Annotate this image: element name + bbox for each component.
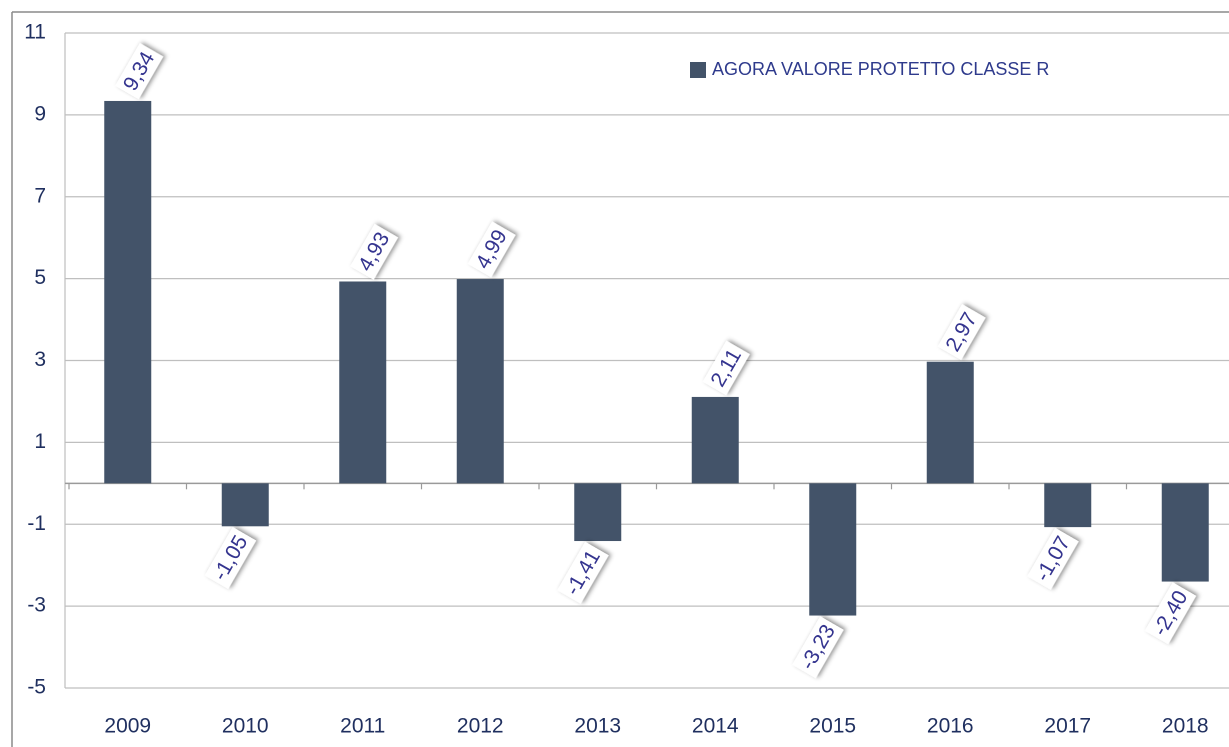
y-tick-label: -1 <box>27 512 46 535</box>
bar <box>1044 483 1092 528</box>
x-tick-label: 2011 <box>340 715 385 738</box>
bar <box>809 483 857 616</box>
value-label-group: 9,34 <box>115 43 164 100</box>
legend-label: AGORA VALORE PROTETTO CLASSE R <box>712 59 1049 79</box>
value-label-box <box>467 221 516 278</box>
value-label-box <box>1144 582 1197 645</box>
x-tick-label: 2016 <box>927 715 974 738</box>
bar <box>339 281 387 484</box>
y-tick-label: 5 <box>34 266 46 289</box>
y-tick-label: -3 <box>27 594 46 617</box>
y-tick-label: 1 <box>34 430 46 453</box>
bar <box>1161 483 1209 582</box>
value-label-box <box>557 541 609 604</box>
value-label-box <box>204 527 257 589</box>
value-label-box <box>1027 527 1079 590</box>
bar <box>221 483 269 527</box>
value-label-box <box>115 43 164 100</box>
value-label-box <box>792 616 844 679</box>
x-tick-label: 2013 <box>574 715 621 738</box>
value-label-box <box>702 340 750 396</box>
y-tick-label: 3 <box>34 348 46 371</box>
x-tick-label: 2017 <box>1044 715 1091 738</box>
value-label-group: -1,05 <box>204 527 257 589</box>
value-label-box <box>937 304 986 361</box>
value-label-group: 4,93 <box>350 223 399 280</box>
x-tick-label: 2012 <box>457 715 504 738</box>
y-tick-label: 7 <box>34 184 46 207</box>
value-label-group: 2,11 <box>702 340 750 396</box>
y-tick-label: 11 <box>24 21 46 44</box>
value-label-group: -3,23 <box>792 616 844 679</box>
bar <box>926 361 974 484</box>
bar <box>691 396 739 484</box>
value-label-group: 2,97 <box>937 304 986 361</box>
bar <box>104 100 152 484</box>
legend-swatch <box>690 62 706 78</box>
y-tick-label: 9 <box>34 102 46 125</box>
value-label-group: -2,40 <box>1144 582 1197 645</box>
bar <box>456 279 504 484</box>
x-tick-label: 2010 <box>222 715 269 738</box>
x-tick-label: 2014 <box>692 715 739 738</box>
value-label-group: -1,07 <box>1027 527 1079 590</box>
value-label-group: 4,99 <box>467 221 516 278</box>
y-tick-label: -5 <box>27 676 46 699</box>
bar <box>574 483 622 542</box>
x-tick-label: 2018 <box>1162 715 1209 738</box>
value-label-box <box>350 223 399 280</box>
x-tick-label: 2009 <box>104 715 151 738</box>
value-label-group: -1,41 <box>557 541 609 604</box>
x-tick-label: 2015 <box>809 715 856 738</box>
